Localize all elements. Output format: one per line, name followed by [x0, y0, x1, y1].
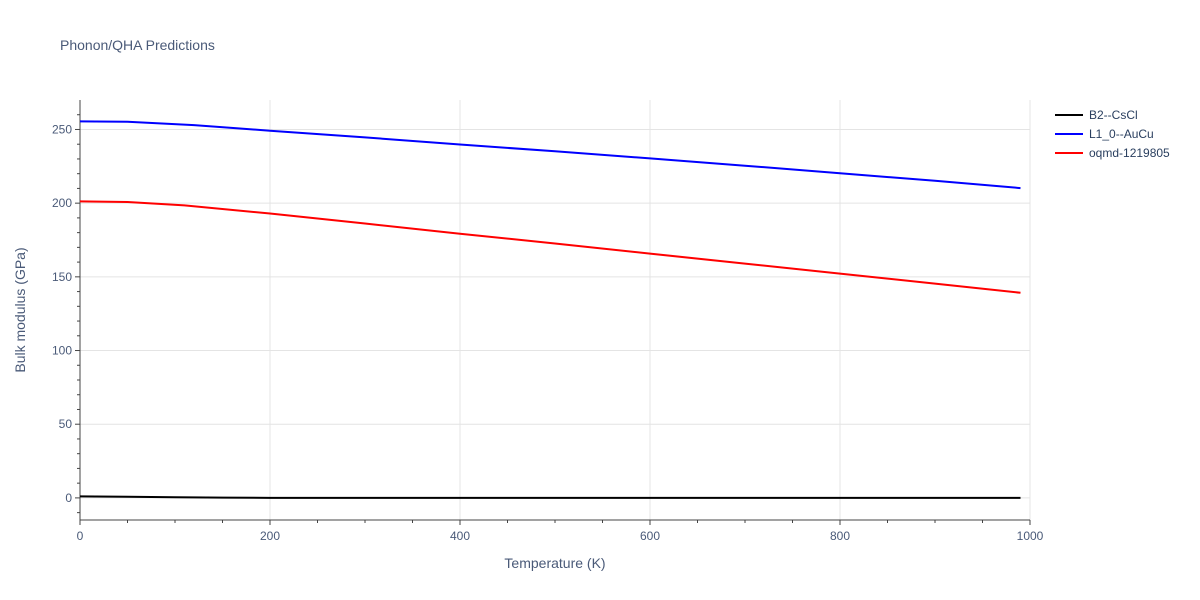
x-axis-title: Temperature (K) — [504, 555, 605, 571]
legend-item[interactable]: L1_0--AuCu — [1055, 127, 1154, 141]
x-tick-label: 400 — [450, 529, 470, 543]
y-tick-label: 250 — [52, 122, 72, 136]
x-tick-label: 600 — [640, 529, 660, 543]
y-tick-label: 200 — [52, 196, 72, 210]
series-line-1[interactable] — [79, 495, 1021, 499]
legend[interactable]: B2--CsCl L1_0--AuCu oqmd-1219805 — [1055, 108, 1170, 160]
x-tick-label: 0 — [77, 529, 84, 543]
series-line-3[interactable] — [79, 200, 1021, 294]
legend-item[interactable]: B2--CsCl — [1055, 108, 1138, 122]
series-group — [79, 120, 1021, 499]
series-line-2[interactable] — [79, 120, 1021, 190]
y-tick-label: 100 — [52, 344, 72, 358]
y-tick-label: 0 — [65, 491, 72, 505]
legend-item[interactable]: oqmd-1219805 — [1055, 146, 1170, 160]
grid-lines — [80, 100, 1031, 520]
x-tick-label: 800 — [830, 529, 850, 543]
legend-label: B2--CsCl — [1089, 108, 1138, 122]
y-tick-label: 50 — [59, 417, 73, 431]
y-axis-title: Bulk modulus (GPa) — [12, 247, 28, 372]
y-tick-label: 150 — [52, 270, 72, 284]
legend-label: oqmd-1219805 — [1089, 146, 1170, 160]
x-tick-label: 1000 — [1017, 529, 1044, 543]
axes: 0 200 400 600 800 1000 0 50 100 150 200 250 — [52, 100, 1044, 543]
x-tick-label: 200 — [260, 529, 280, 543]
chart-title: Phonon/QHA Predictions — [60, 37, 215, 53]
legend-label: L1_0--AuCu — [1089, 127, 1154, 141]
